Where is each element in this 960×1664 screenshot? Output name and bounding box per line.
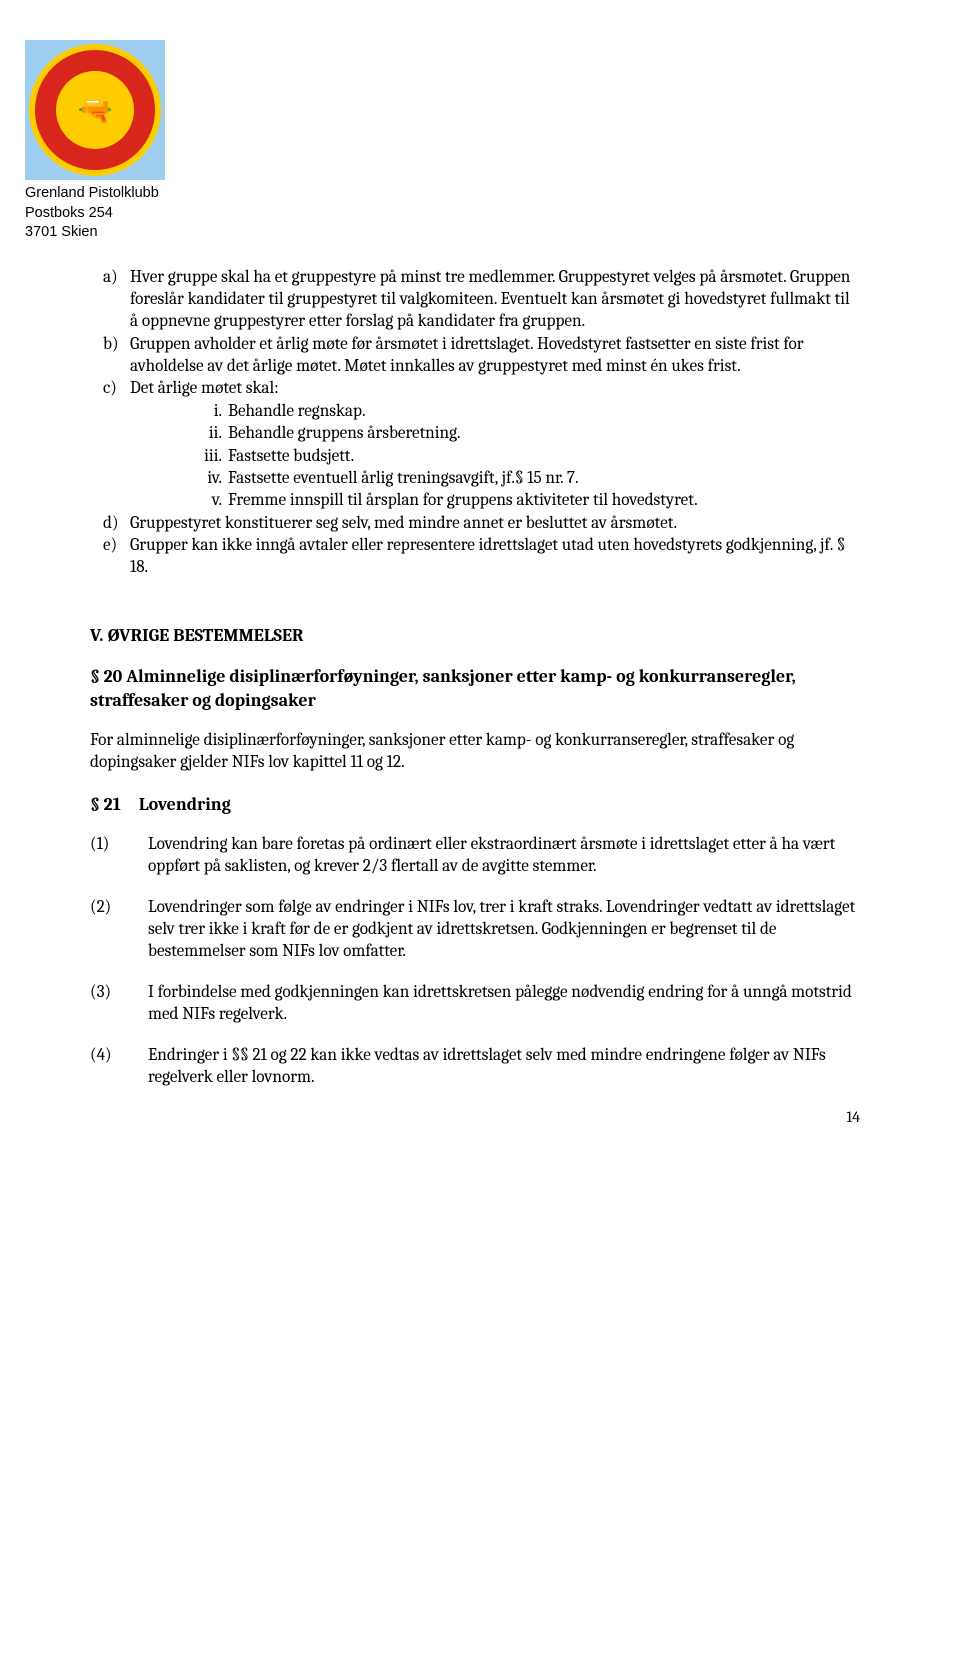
roman-text-iii: Fastsette budsjett.: [228, 447, 354, 466]
p21-text-2: Lovendringer som følge av endringer i NI…: [148, 897, 860, 964]
content-body: a)Hver gruppe skal ha et gruppestyre på …: [90, 267, 860, 1128]
roman-label-i: i.: [192, 401, 222, 423]
badge-circle: 🔫: [29, 44, 161, 176]
p21-title: § 21 Lovendring: [90, 793, 860, 816]
p20-title: § 20 Alminnelige disiplinærforføyninger,…: [90, 665, 860, 712]
roman-label-iii: iii.: [192, 446, 222, 468]
roman-iii: iii. Fastsette budsjett.: [192, 446, 860, 468]
roman-label-iv: iv.: [192, 468, 222, 490]
roman-text-v: Fremme innspill til årsplan for gruppens…: [228, 491, 698, 510]
item-e: e)Grupper kan ikke inngå avtaler eller r…: [130, 535, 860, 580]
roman-label-v: v.: [192, 490, 222, 512]
p21-item-4: (4) Endringer i §§ 21 og 22 kan ikke ved…: [90, 1045, 860, 1090]
item-c: c)Det årlige møtet skal: i.Behandle regn…: [130, 378, 860, 512]
text-e: Grupper kan ikke inngå avtaler eller rep…: [130, 536, 845, 577]
org-address-2: 3701 Skien: [25, 223, 860, 243]
logo-container: 🔫: [25, 40, 860, 180]
org-name: Grenland Pistolklubb: [25, 184, 860, 204]
label-c: c): [103, 378, 130, 400]
roman-text-ii: Behandle gruppens årsberetning.: [228, 424, 461, 443]
roman-iv: iv. Fastsette eventuell årlig treningsavg…: [192, 468, 860, 490]
text-b: Gruppen avholder et årlig møte før årsmø…: [130, 335, 804, 376]
item-d: d)Gruppestyret konstituerer seg selv, me…: [130, 513, 860, 535]
text-a: Hver gruppe skal ha et gruppestyre på mi…: [130, 268, 850, 332]
p21-label-4: (4): [90, 1045, 148, 1090]
p21-text-4: Endringer i §§ 21 og 22 kan ikke vedtas …: [148, 1045, 860, 1090]
p21-label-3: (3): [90, 982, 148, 1027]
roman-list: i. Behandle regnskap. ii. Behandle gruppen…: [192, 401, 860, 513]
roman-label-ii: ii.: [192, 423, 222, 445]
alpha-list: a)Hver gruppe skal ha et gruppestyre på …: [90, 267, 860, 580]
p21-label-1: (1): [90, 834, 148, 879]
page-number: 14: [90, 1107, 860, 1128]
p21-item-1: (1) Lovendring kan bare foretas på ordin…: [90, 834, 860, 879]
p21-text-3: I forbindelse med godkjenningen kan idre…: [148, 982, 860, 1027]
p20-body: For alminnelige disiplinærforføyninger, …: [90, 730, 860, 775]
p21-text-1: Lovendring kan bare foretas på ordinært …: [148, 834, 860, 879]
p21-item-2: (2) Lovendringer som følge av endringer …: [90, 897, 860, 964]
item-b: b)Gruppen avholder et årlig møte før års…: [130, 334, 860, 379]
text-c-intro: Det årlige møtet skal:: [130, 379, 279, 398]
roman-text-i: Behandle regnskap.: [228, 402, 365, 421]
roman-text-iv: Fastsette eventuell årlig treningsavgift…: [228, 469, 579, 488]
roman-i: i. Behandle regnskap.: [192, 401, 860, 423]
page: 🔫 Grenland Pistolklubb Postboks 254 3701…: [0, 0, 960, 1158]
section-v-heading: V. ØVRIGE BESTEMMELSER: [90, 624, 860, 647]
roman-ii: ii. Behandle gruppens årsberetning.: [192, 423, 860, 445]
p21-label-2: (2): [90, 897, 148, 964]
label-d: d): [103, 513, 130, 535]
club-logo: 🔫: [25, 40, 165, 180]
label-e: e): [103, 535, 130, 557]
item-a: a)Hver gruppe skal ha et gruppestyre på …: [130, 267, 860, 334]
text-d: Gruppestyret konstituerer seg selv, med …: [130, 514, 677, 533]
badge-inner: 🔫: [56, 71, 134, 149]
label-a: a): [103, 267, 130, 289]
org-address-block: Grenland Pistolklubb Postboks 254 3701 S…: [25, 184, 860, 243]
p21-list: (1) Lovendring kan bare foretas på ordin…: [90, 834, 860, 1089]
p21-item-3: (3) I forbindelse med godkjenningen kan …: [90, 982, 860, 1027]
roman-v: v. Fremme innspill til årsplan for gruppe…: [192, 490, 860, 512]
label-b: b): [103, 334, 130, 356]
org-address-1: Postboks 254: [25, 204, 860, 224]
